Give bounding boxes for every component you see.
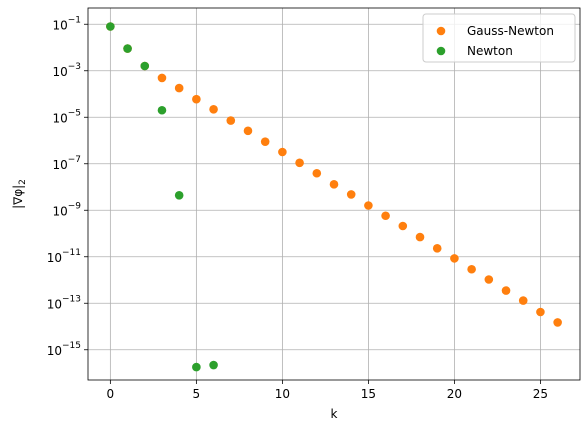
point (140, 61, 150, 71)
x-axis-label: k (331, 407, 338, 421)
point (432, 244, 442, 253)
y-tick-label: 10−1 (52, 15, 81, 32)
point (501, 286, 511, 295)
y-axis-label-sub: 2 (18, 179, 28, 185)
point (157, 73, 167, 83)
y-tick-exponent: −5 (68, 108, 81, 118)
point (364, 201, 373, 210)
y-tick-base: 10 (52, 18, 67, 32)
y-tick-label: 10−5 (52, 108, 81, 125)
point (209, 360, 218, 370)
y-tick-base: 10 (52, 204, 67, 218)
point (278, 147, 287, 157)
point (174, 190, 184, 200)
y-tick-exponent: −1 (68, 15, 81, 25)
plot-frame (87, 7, 581, 381)
y-tick-exponent: −9 (68, 201, 82, 211)
point (312, 168, 322, 178)
legend-marker (436, 26, 446, 36)
legend-box (422, 13, 576, 63)
y-axis-label: |∇φ|2 (11, 179, 28, 209)
y-tick-base: 10 (52, 65, 67, 79)
legend-label: Gauss-Newton (467, 24, 554, 38)
y-tick-exponent: −13 (62, 294, 81, 304)
y-tick-exponent: −15 (62, 341, 81, 351)
point (484, 275, 494, 284)
point (123, 44, 132, 53)
point (260, 137, 270, 146)
x-tick-label: 25 (533, 387, 548, 401)
point (450, 254, 459, 263)
y-tick-exponent: −3 (68, 62, 81, 72)
legend-marker (436, 46, 446, 56)
point (398, 221, 408, 231)
y-axis-label-main: |∇φ| (11, 185, 25, 209)
point (243, 126, 253, 136)
legend-label: Newton (467, 44, 513, 58)
y-tick-label: 10−11 (47, 248, 81, 265)
y-tick-label: 10−13 (47, 294, 81, 311)
x-tick-label: 0 (107, 387, 115, 401)
point (381, 211, 390, 221)
point (192, 94, 201, 104)
x-tick-label: 10 (275, 387, 290, 401)
y-tick-exponent: −7 (68, 155, 81, 165)
y-tick-label: 10−15 (47, 341, 81, 358)
y-tick-exponent: −11 (62, 248, 81, 258)
x-tick-label: 15 (361, 387, 376, 401)
point (329, 180, 339, 189)
point (536, 307, 545, 317)
point (415, 232, 425, 242)
x-tick-label: 20 (447, 387, 462, 401)
y-tick-base: 10 (47, 251, 62, 265)
point (295, 158, 304, 168)
point (518, 296, 528, 305)
point (157, 105, 167, 115)
point (467, 264, 476, 274)
x-tick-label: 5 (193, 387, 201, 401)
point (174, 83, 184, 93)
y-tick-base: 10 (47, 297, 62, 311)
y-tick-base: 10 (47, 344, 62, 358)
point (346, 190, 356, 199)
y-tick-label: 10−3 (52, 62, 81, 79)
y-tick-base: 10 (52, 111, 67, 125)
point (209, 104, 218, 114)
point (226, 116, 236, 125)
point (192, 362, 201, 372)
point (106, 22, 115, 31)
y-tick-label: 10−7 (52, 155, 81, 172)
y-tick-base: 10 (52, 158, 67, 172)
y-tick-label: 10−9 (52, 201, 81, 218)
point (553, 318, 562, 327)
